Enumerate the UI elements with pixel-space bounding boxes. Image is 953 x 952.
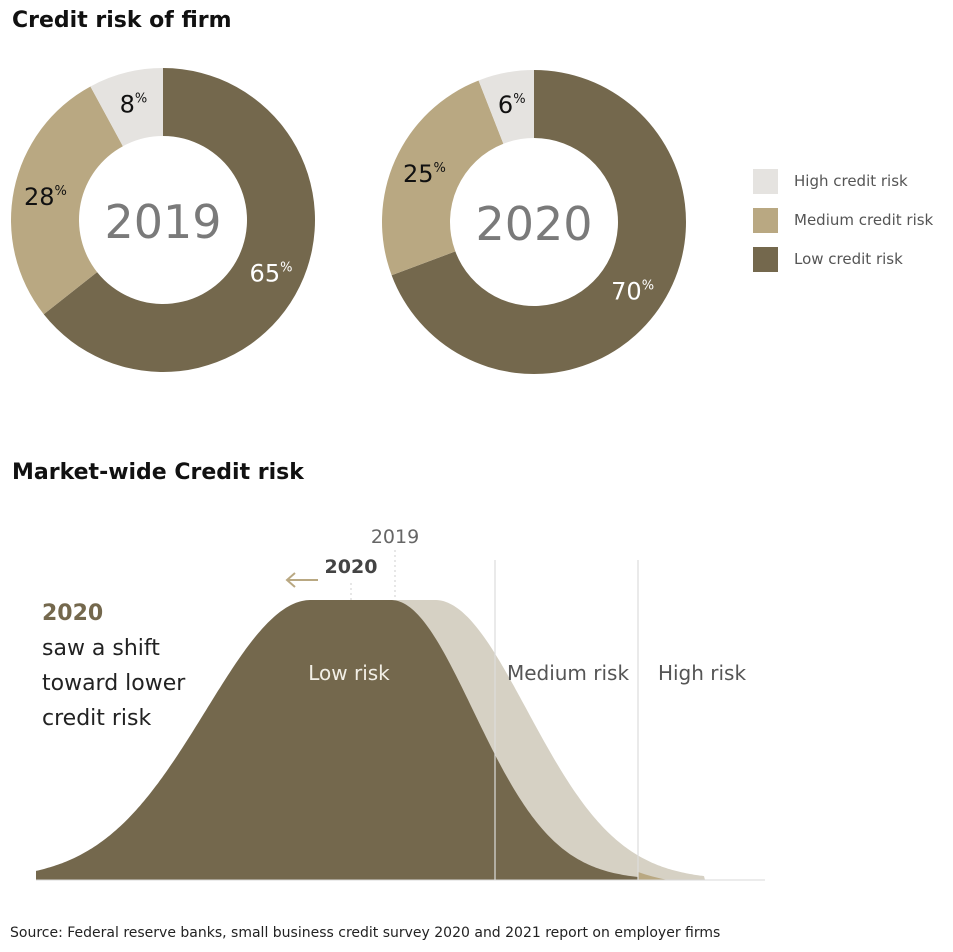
region-label-medium: Medium risk [507, 661, 630, 685]
legend-swatch-medium [753, 207, 778, 233]
donut-2019: 65%28%8%2019 [11, 68, 316, 372]
legend-item-high: High credit risk [753, 168, 933, 194]
annotation-year: 2020 [42, 601, 103, 626]
slice-medium-2020 [382, 80, 504, 276]
chart-title-market: Market-wide Credit risk [12, 460, 304, 485]
slice-low-2020 [391, 70, 686, 374]
legend-item-low: Low credit risk [753, 246, 933, 272]
legend-swatch-low [753, 246, 778, 272]
curve-2020-area [36, 600, 660, 880]
legend-item-medium: Medium credit risk [753, 207, 933, 233]
curve-high-risk-sliver [638, 872, 668, 880]
legend: High credit risk Medium credit risk Low … [753, 168, 933, 285]
annotation-line-3: credit risk [42, 706, 152, 731]
annotation-line-1: saw a shift [42, 636, 160, 661]
slice-high-2020 [478, 70, 534, 144]
annotation-line-2: toward lower [42, 671, 186, 696]
legend-label-high: High credit risk [794, 172, 908, 190]
slice-low-2019 [43, 68, 316, 372]
source-note: Source: Federal reserve banks, small bus… [10, 925, 721, 941]
distribution-chart: 2019 2020 Low risk Medium risk High risk… [36, 526, 765, 881]
donut-center-label-2019: 2019 [104, 195, 221, 249]
legend-label-medium: Medium credit risk [794, 211, 934, 229]
shift-arrow-icon [285, 572, 318, 588]
donut-2020: 70%25%6%2020 [382, 70, 686, 374]
slice-label-high-2019: 8% [120, 91, 148, 119]
region-label-low: Low risk [308, 661, 390, 685]
slice-high-2019 [90, 68, 163, 147]
chart-title-firm: Credit risk of firm [12, 8, 232, 33]
legend-swatch-high [753, 168, 778, 194]
peak-label-2020: 2020 [325, 556, 378, 578]
donut-center-label-2020: 2020 [475, 197, 592, 251]
slice-medium-2019 [11, 86, 123, 315]
region-label-high: High risk [658, 661, 747, 685]
legend-label-low: Low credit risk [794, 250, 903, 268]
peak-label-2019: 2019 [371, 526, 419, 548]
